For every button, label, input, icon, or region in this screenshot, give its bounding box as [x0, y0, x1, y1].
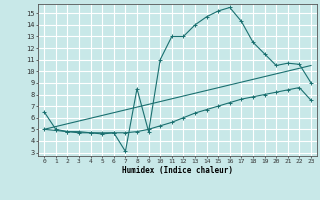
- X-axis label: Humidex (Indice chaleur): Humidex (Indice chaleur): [122, 166, 233, 175]
